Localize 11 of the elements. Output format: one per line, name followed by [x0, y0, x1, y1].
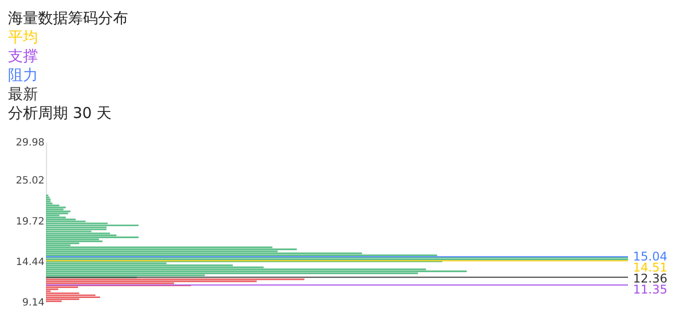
text: 平均 [8, 28, 38, 46]
text: 阻力 [8, 66, 38, 84]
chart-subtitle: 分析周期 30 天 [8, 104, 112, 122]
y-tick-label: 25.02 [16, 176, 44, 187]
text: 支撑 [8, 47, 38, 65]
y-tick-label: 14.44 [16, 256, 44, 268]
text: 最新 [8, 85, 38, 103]
y-tick-label: 19.72 [16, 216, 44, 228]
chart-title: 海量数据筹码分布 [8, 9, 128, 27]
y-tick-label: 29.98 [16, 138, 44, 148]
y-tick-label: 9.14 [22, 298, 44, 308]
